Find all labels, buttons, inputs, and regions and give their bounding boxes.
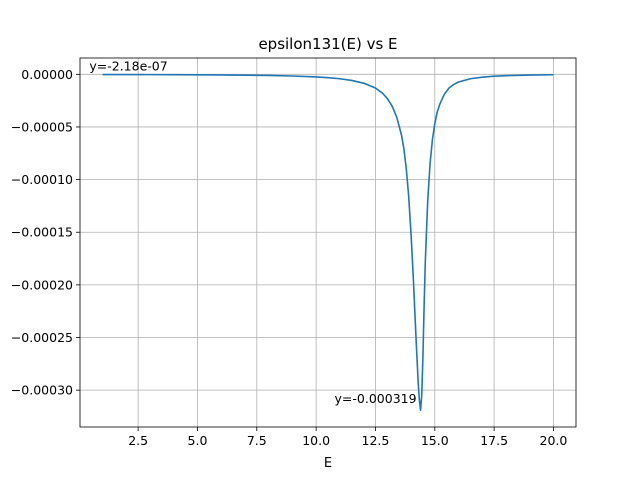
y-tick-label: −0.00030 [11,383,73,398]
x-tick-label: 7.5 [247,433,267,448]
series-line [102,73,554,411]
x-tick-label: 5.0 [188,433,208,448]
x-axis-label: E [324,456,332,471]
x-tick-label: 2.5 [128,433,148,448]
x-tick-label: 17.5 [480,433,508,448]
axes [79,57,577,428]
x-tick-label: 12.5 [362,433,390,448]
x-tick-label: 15.0 [421,433,449,448]
ticks: 2.5 5.0 7.5 10.0 12.5 15.0 17.5 20.0 0.00000 −0.0… [11,67,568,448]
y-tick-label: −0.00005 [11,119,73,134]
y-tick-label: 0.00000 [21,67,73,82]
y-tick-label: −0.00020 [11,277,73,292]
series-line-layer [102,73,554,411]
y-tick-label: −0.00025 [11,330,73,345]
y-tick-label: −0.00010 [11,172,73,187]
plot-frame [79,57,577,428]
annotation-label: y=-0.000319 [335,391,417,406]
annotations: y=-2.18e-07 y=-0.000319 [89,59,416,407]
x-tick-label: 20.0 [540,433,568,448]
x-tick-label: 10.0 [302,433,330,448]
chart-title: epsilon131(E) vs E [258,35,397,53]
annotation-label: y=-2.18e-07 [89,59,167,74]
y-tick-label: −0.00015 [11,225,73,240]
